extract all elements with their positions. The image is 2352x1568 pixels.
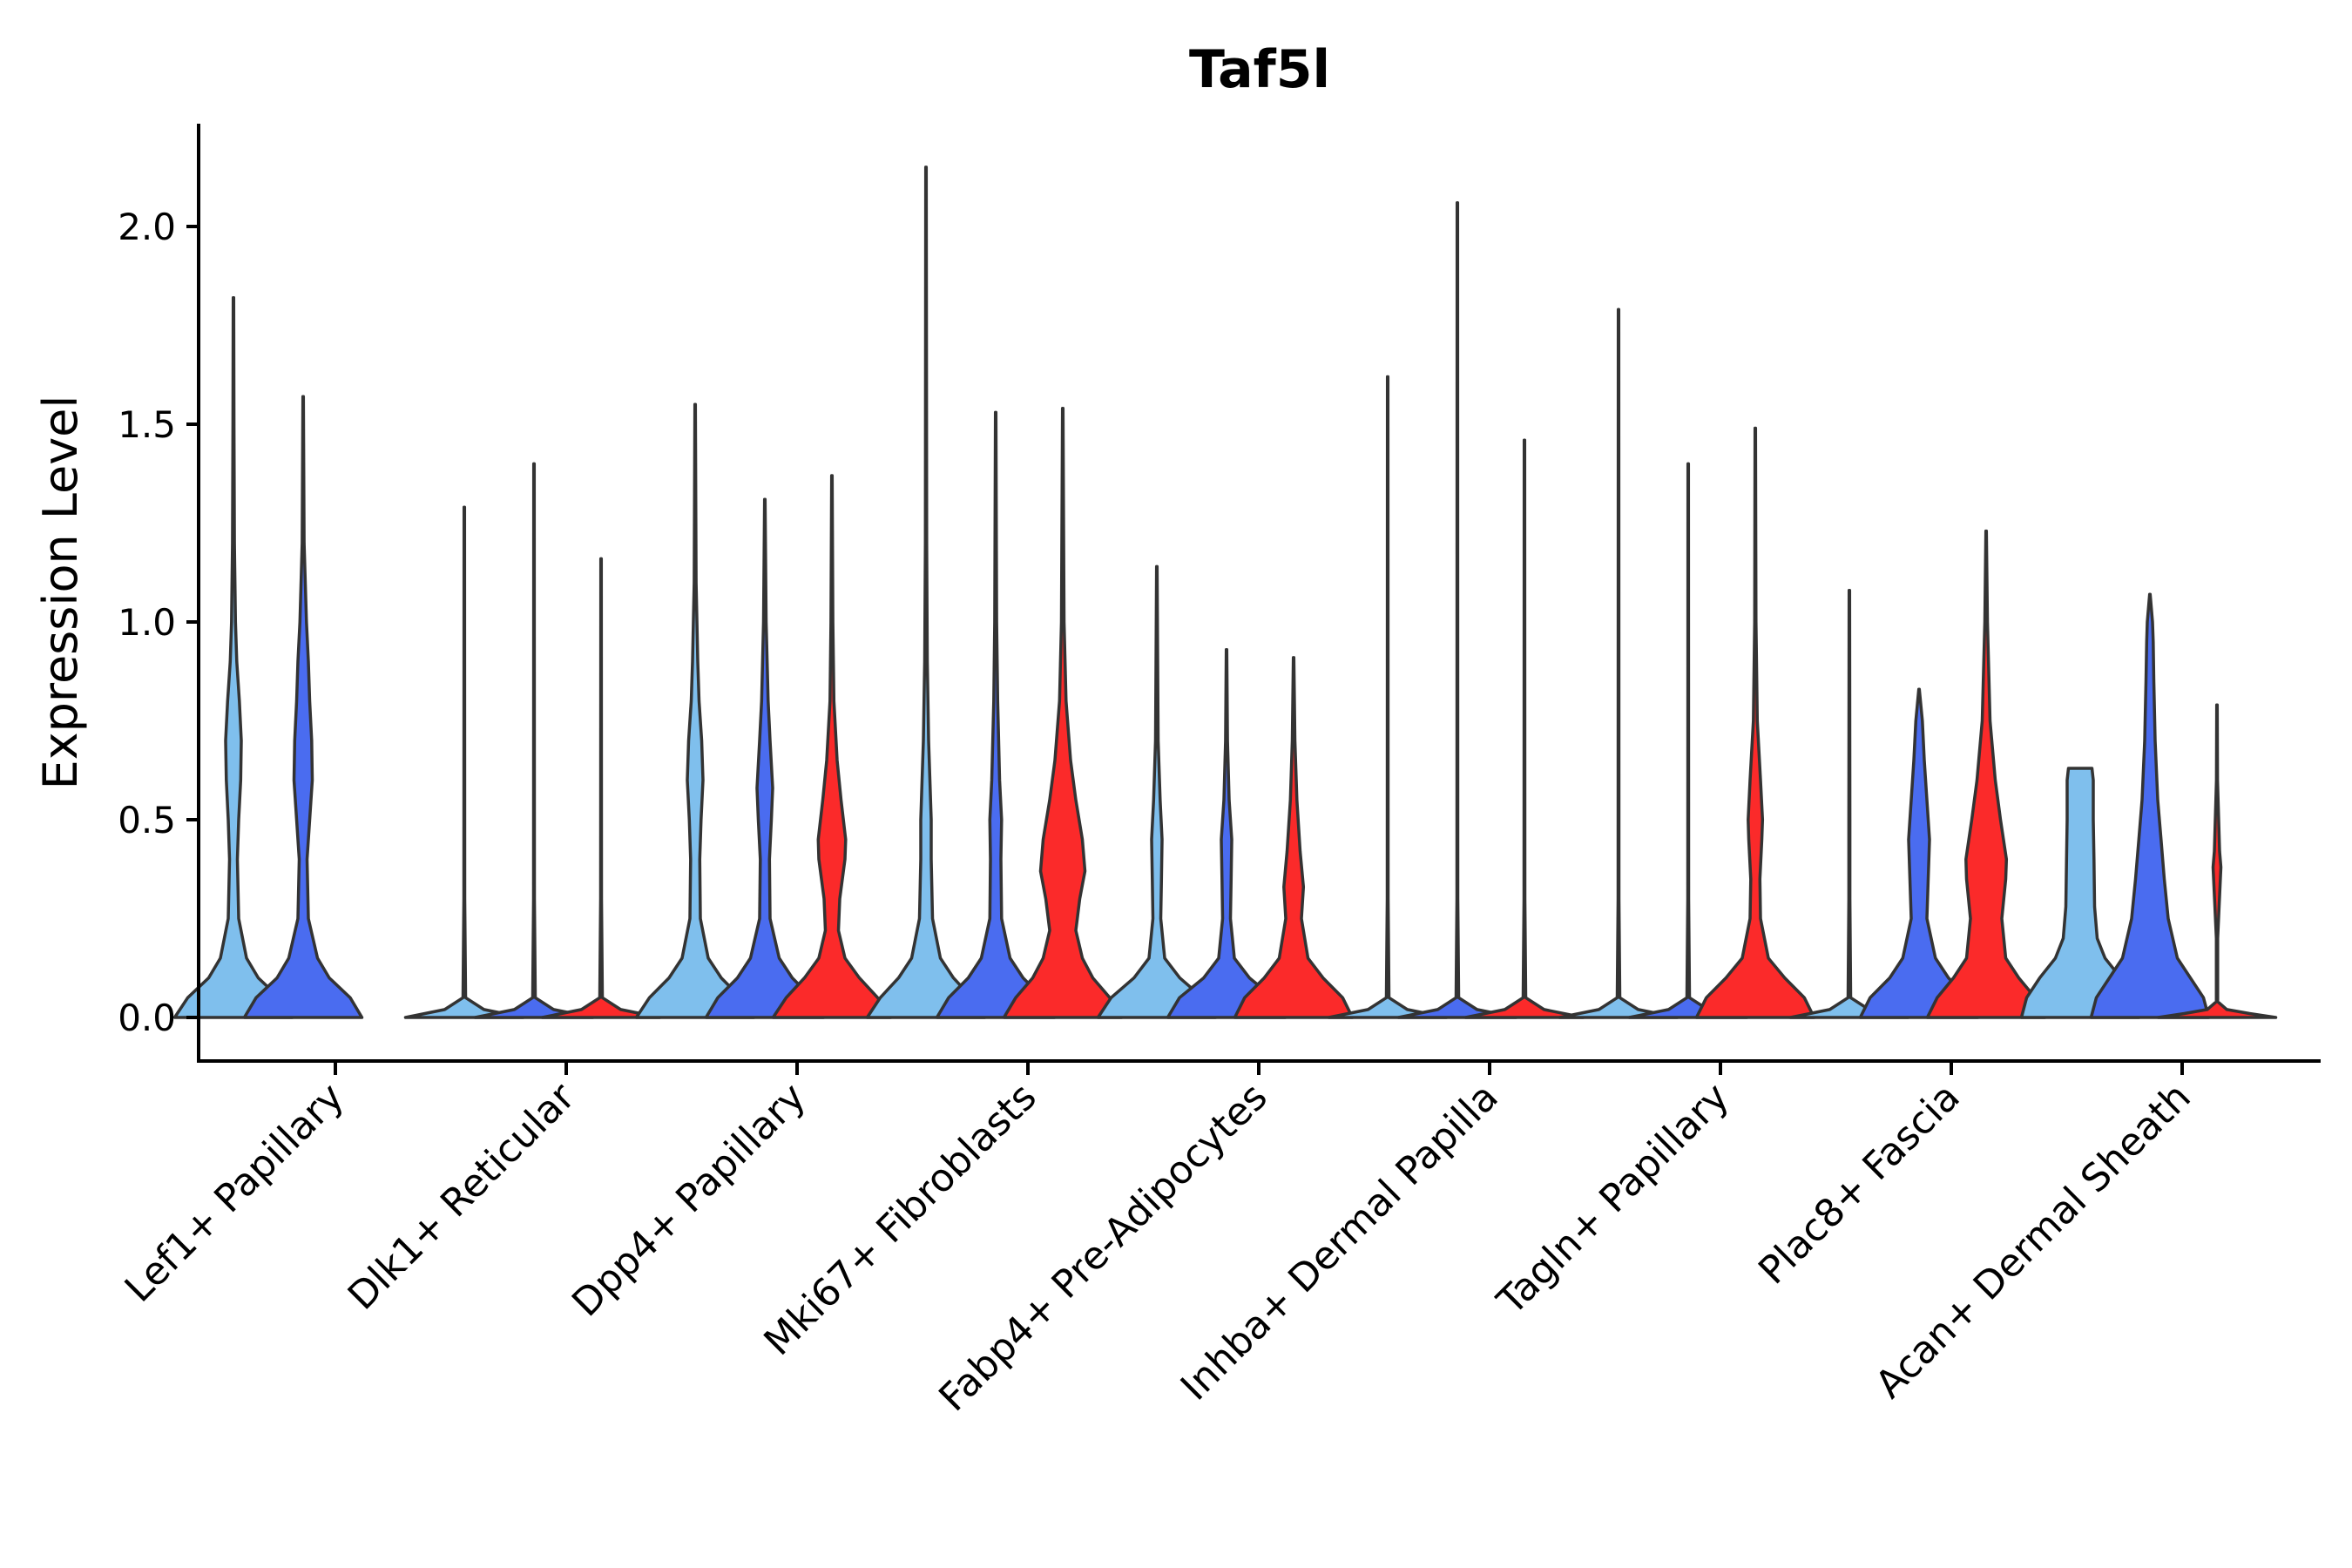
violin-8-group-2	[1858, 687, 1980, 1019]
violin-layer	[172, 166, 2278, 1019]
y-tick-label: 0.0	[118, 997, 176, 1039]
violin-9-group-3	[2156, 703, 2278, 1019]
x-tick-label: Lef1+ Papillary	[117, 1075, 353, 1311]
violin-5-group-2	[1166, 648, 1288, 1019]
violin-6-group-1	[1327, 375, 1449, 1019]
violin-4-group-3	[1002, 407, 1124, 1019]
violin-2-group-2	[473, 462, 595, 1019]
violin-6-group-2	[1396, 201, 1518, 1019]
x-tick-label: Plac8+ Fascia	[1750, 1075, 1969, 1294]
violin-1-group-2	[242, 395, 364, 1019]
violin-8-group-3	[1925, 529, 2047, 1019]
violin-9-group-2	[2089, 592, 2211, 1019]
violin-7-group-1	[1558, 308, 1680, 1019]
y-axis-ticks: 0.0 0.5 1.0 1.5 2.0	[118, 206, 199, 1039]
violin-9-group-1	[2019, 767, 2141, 1019]
violin-6-group-3	[1463, 438, 1585, 1019]
violin-3-group-2	[704, 497, 826, 1019]
violin-3-group-3	[771, 474, 893, 1019]
chart-title: Taf5l	[1189, 39, 1330, 100]
y-tick-label: 1.0	[118, 601, 176, 644]
violin-5-group-1	[1096, 564, 1218, 1019]
y-tick-label: 0.5	[118, 799, 176, 841]
violin-2-group-3	[540, 557, 662, 1019]
x-tick-label: Tagln+ Papillary	[1489, 1075, 1738, 1324]
violin-7-group-2	[1627, 462, 1749, 1019]
y-axis-label: Expression Level	[33, 395, 88, 790]
violin-3-group-1	[634, 402, 756, 1019]
x-tick-label: Dpp4+ Papillary	[564, 1075, 814, 1326]
y-tick-label: 2.0	[118, 206, 176, 248]
violin-2-group-1	[403, 505, 525, 1019]
violin-5-group-3	[1233, 656, 1355, 1019]
violin-1-group-1	[172, 295, 294, 1019]
violin-8-group-1	[1788, 588, 1910, 1019]
violin-7-group-3	[1694, 426, 1816, 1019]
violin-4-group-1	[865, 166, 987, 1019]
y-tick-label: 1.5	[118, 403, 176, 446]
violin-4-group-2	[935, 410, 1057, 1019]
x-tick-label: Dlk1+ Reticular	[340, 1074, 585, 1319]
